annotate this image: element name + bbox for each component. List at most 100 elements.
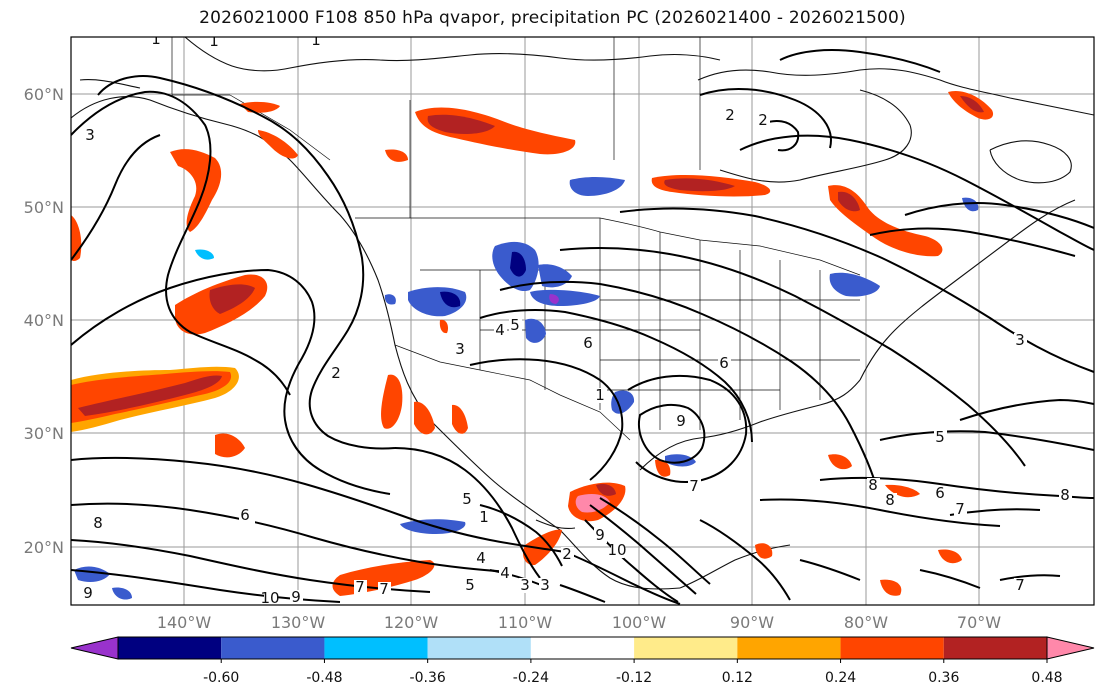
colorbar-segment [634, 637, 738, 659]
contour-label-bg [92, 516, 105, 531]
contour-label: 3 [1015, 331, 1025, 349]
longitude-labels: 140°W 130°W 120°W 110°W 100°W 90°W 80°W 70°W [157, 613, 1001, 632]
contour-label: 3 [455, 340, 465, 358]
contour-label-bg [82, 586, 95, 601]
contour-label-bg [208, 37, 221, 49]
colorbar-tick-label: -0.60 [203, 670, 239, 686]
contour-label: 1 [595, 386, 605, 404]
contour-label-bg [310, 37, 323, 48]
contour-label: 6 [719, 354, 729, 372]
contour-label-bg [1014, 333, 1027, 348]
contour-label: 1 [311, 31, 321, 49]
contour-label: 2 [758, 111, 768, 129]
contour-label-bg [509, 318, 522, 333]
contour-label-bg [688, 479, 701, 494]
contour-label: 4 [500, 564, 510, 582]
contour-label: 9 [291, 588, 301, 606]
colorbar-tick-label: 0.12 [722, 670, 753, 686]
map-frame [70, 36, 1095, 606]
lon-label: 70°W [957, 613, 1001, 632]
contour-label-bg [519, 578, 532, 593]
contour-label-bg [290, 590, 303, 605]
contour-label-bg [454, 342, 467, 357]
colorbar-tick-label: -0.12 [616, 670, 652, 686]
contour-label-bg [264, 591, 277, 605]
contour-label: 4 [476, 549, 486, 567]
contour-label: 10 [260, 589, 279, 607]
contour-label: 1 [479, 508, 489, 526]
colorbar-labels: -0.60 -0.48 -0.36 -0.24 -0.12 0.12 0.24 0.36 0.4… [203, 659, 1063, 686]
contour-label: 6 [583, 334, 593, 352]
colorbar-tick-label: 0.36 [928, 670, 959, 686]
contour-label: 9 [676, 412, 686, 430]
colorbar-tick-label: -0.24 [513, 670, 549, 686]
contour-label-bg [934, 430, 947, 445]
contour-label-bg [478, 510, 491, 525]
contour-label-bg [954, 502, 967, 517]
contour-label: 2 [725, 106, 735, 124]
colorbar-segment [324, 637, 428, 659]
contour-label: 3 [540, 576, 550, 594]
contour-label-bg [724, 108, 737, 123]
contour-label-bg [330, 366, 343, 381]
contour-label: 3 [520, 576, 530, 594]
contour-label: 9 [83, 584, 93, 602]
colorbar-extend-low [70, 636, 119, 660]
contour-label-bg [884, 493, 897, 508]
contour-label-bg [1059, 488, 1072, 503]
contour-label: 6 [240, 506, 250, 524]
contour-label: 5 [462, 490, 472, 508]
contour-label-bg [867, 478, 880, 493]
latitude-labels: 60°N 50°N 40°N 30°N 20°N [24, 85, 64, 557]
contour-label-group: 1113239876543211097543697863567871245678… [82, 31, 1072, 607]
contour-label-bg [757, 113, 770, 128]
contour-label-bg [594, 528, 607, 543]
contour-label: 6 [935, 484, 945, 502]
colorbar [70, 636, 1095, 660]
colorbar-tick-label: 0.24 [825, 670, 856, 686]
contour-label: 2 [331, 364, 341, 382]
contour-label-bg [539, 578, 552, 593]
contour-label-bg [718, 356, 731, 371]
contour-label-bg [475, 551, 488, 566]
colorbar-segment [221, 637, 325, 659]
colorbar-segment [943, 637, 1047, 659]
contour-label: 5 [935, 428, 945, 446]
lon-label: 110°W [498, 613, 553, 632]
coastlines [71, 37, 1094, 590]
contour-label-bg [461, 492, 474, 507]
lon-label: 100°W [612, 613, 667, 632]
contour-label-bg [499, 566, 512, 581]
lat-label: 60°N [24, 85, 64, 104]
contour-label-bg [561, 547, 574, 562]
contour-label-bg [494, 323, 507, 338]
contour-label-bg [1014, 578, 1027, 593]
contour-label-bg [594, 388, 607, 403]
contour-label: 7 [955, 500, 965, 518]
contour-label-bg [354, 580, 367, 595]
lat-label: 20°N [24, 538, 64, 557]
contour-label: 7 [379, 580, 389, 598]
contour-label: 8 [868, 476, 878, 494]
lon-label: 80°W [844, 613, 888, 632]
colorbar-extend-high [1046, 636, 1095, 660]
contour-label-bg [934, 486, 947, 501]
colorbar-segment [427, 637, 531, 659]
contour-label: 10 [607, 541, 626, 559]
colorbar-segment [840, 637, 944, 659]
colorbar-outline [117, 636, 1048, 660]
contour-label: 1 [209, 32, 219, 50]
contour-label-bg [582, 336, 595, 351]
lat-label: 30°N [24, 424, 64, 443]
contour-label-bg [378, 582, 391, 597]
contour-label: 9 [595, 526, 605, 544]
contour-label-bg [675, 414, 688, 429]
colorbar-tick-label: 0.48 [1031, 670, 1062, 686]
contour-label: 7 [355, 578, 365, 596]
lon-label: 90°W [730, 613, 774, 632]
contour-label-bg [239, 508, 252, 523]
contour-label: 8 [93, 514, 103, 532]
colorbar-segment [530, 637, 635, 659]
lon-label: 140°W [157, 613, 212, 632]
contour-label-bg [464, 578, 477, 593]
